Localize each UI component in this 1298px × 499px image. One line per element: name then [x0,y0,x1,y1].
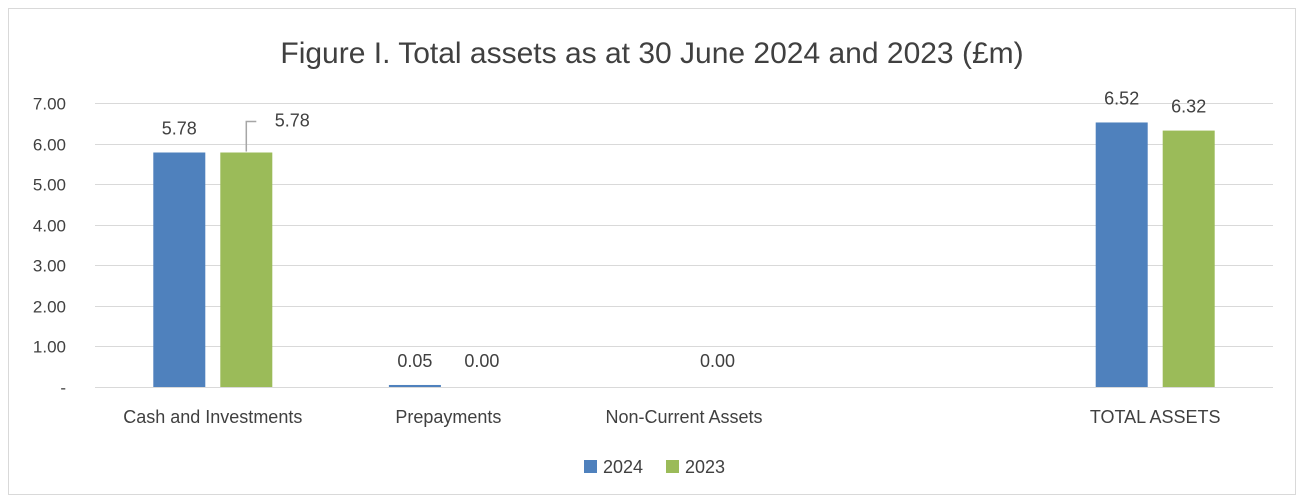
data-label: 0.00 [700,351,735,371]
bars [153,122,1215,388]
data-label: 6.52 [1104,88,1139,108]
legend-label: 2023 [685,457,725,477]
y-tick-label: - [60,379,66,398]
data-label: 5.78 [162,118,197,138]
bar-2024-1 [388,384,441,387]
y-tick-label: 6.00 [33,136,66,155]
data-labels: 5.78 0.05 6.52 5.78 0.00 0.00 6.32 [162,88,1206,371]
x-tick-label: Prepayments [395,407,501,427]
x-axis-ticks: Cash and Investments Prepayments Non-Curre… [123,407,1220,427]
x-tick-label: Cash and Investments [123,407,302,427]
data-label: 6.32 [1171,97,1206,117]
data-label: 0.05 [397,351,432,371]
y-tick-label: 2.00 [33,298,66,317]
bar-2024-0 [153,152,206,387]
data-label: 0.00 [464,351,499,371]
y-tick-label: 5.00 [33,176,66,195]
gridlines [95,103,1273,388]
data-label-leader-line [245,120,257,152]
bar-2023-4 [1162,130,1215,388]
legend: 2024 2023 [584,457,725,477]
data-label: 5.78 [275,110,310,130]
y-tick-label: 3.00 [33,257,66,276]
legend-swatch-2023 [666,460,679,473]
legend-swatch-2024 [584,460,597,473]
x-tick-label: TOTAL ASSETS [1090,407,1221,427]
chart-title: Figure I. Total assets as at 30 June 202… [280,37,1023,70]
y-tick-label: 1.00 [33,338,66,357]
legend-label: 2024 [603,457,643,477]
bar-2024-4 [1095,122,1148,387]
y-tick-label: 4.00 [33,217,66,236]
x-tick-label: Non-Current Assets [605,407,762,427]
bar-2023-0 [220,152,273,387]
y-tick-label: 7.00 [33,95,66,114]
y-axis-ticks: - 1.00 2.00 3.00 4.00 5.00 6.00 7.00 [33,95,66,398]
